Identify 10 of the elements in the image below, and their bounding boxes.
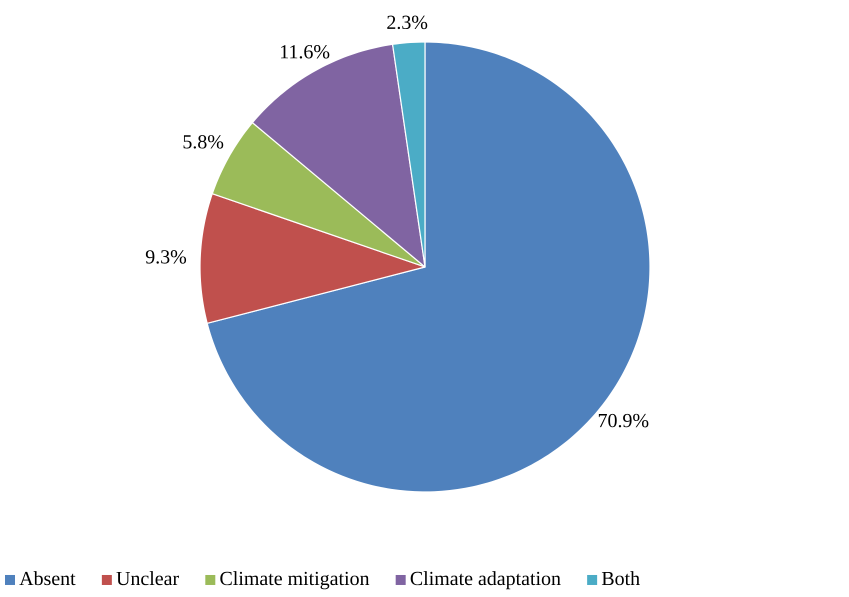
data-label: 2.3% bbox=[387, 16, 428, 30]
legend-label: Unclear bbox=[116, 571, 179, 586]
data-label: 70.9% bbox=[598, 414, 648, 428]
legend-label: Both bbox=[602, 571, 640, 586]
legend-label: Absent bbox=[19, 571, 76, 586]
legend-label: Climate adaptation bbox=[410, 571, 561, 590]
data-label: 5.8% bbox=[184, 135, 224, 149]
data-label: 11.6% bbox=[281, 45, 330, 59]
legend-label: Climate mitigation bbox=[220, 571, 370, 590]
data-label: 9.3% bbox=[146, 250, 186, 264]
